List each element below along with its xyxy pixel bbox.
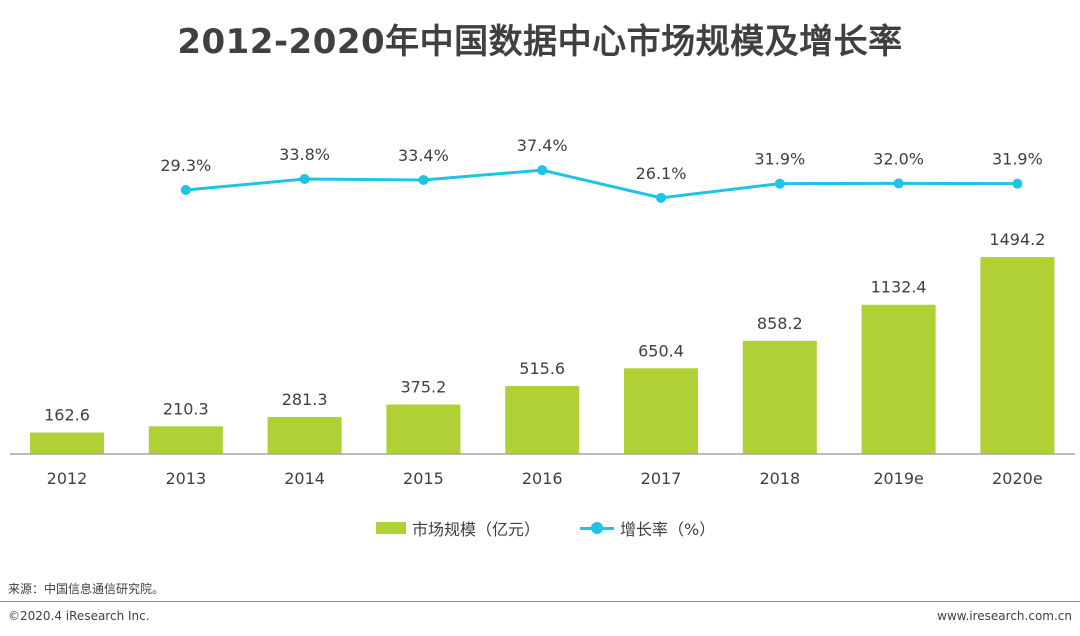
bar-2018 xyxy=(742,340,817,454)
growth-value-label: 31.9% xyxy=(992,150,1043,169)
bar-series xyxy=(30,257,1055,454)
legend-label-growth-rate: 增长率（%） xyxy=(620,520,716,539)
x-tick-label: 2015 xyxy=(403,469,444,488)
growth-value-label: 32.0% xyxy=(873,149,924,168)
source-note: 来源：中国信息通信研究院。 xyxy=(8,582,165,596)
bar-value-label: 162.6 xyxy=(44,406,90,425)
footer-website: www.iresearch.com.cn xyxy=(937,609,1072,623)
footer-divider xyxy=(0,601,1080,602)
x-tick-label: 2016 xyxy=(522,469,563,488)
bar-value-label: 858.2 xyxy=(757,314,803,333)
growth-point-2014 xyxy=(299,174,310,184)
growth-rate-points xyxy=(180,165,1023,203)
x-tick-label: 2019e xyxy=(873,469,924,488)
x-tick-label: 2013 xyxy=(165,469,206,488)
legend-bar-swatch xyxy=(376,522,406,534)
growth-value-label: 33.4% xyxy=(398,146,449,165)
growth-point-2019e xyxy=(893,178,904,189)
bar-value-label: 281.3 xyxy=(282,390,328,409)
x-tick-label: 2014 xyxy=(284,469,325,488)
legend-line-swatch xyxy=(580,522,614,534)
growth-value-label: 29.3% xyxy=(160,156,211,175)
growth-point-2018 xyxy=(774,178,785,189)
bar-2013 xyxy=(148,426,223,454)
x-tick-label: 2017 xyxy=(641,469,682,488)
growth-value-label: 31.9% xyxy=(754,150,805,169)
growth-point-2020e xyxy=(1012,178,1023,189)
growth-point-2016 xyxy=(537,165,548,176)
chart-legend: 市场规模（亿元） 增长率（%） xyxy=(0,516,1080,540)
bar-value-label: 375.2 xyxy=(400,378,446,397)
x-tick-label: 2012 xyxy=(47,469,88,488)
x-tick-label: 2018 xyxy=(759,469,800,488)
bar-value-label: 210.3 xyxy=(163,399,209,418)
growth-value-label: 37.4% xyxy=(517,136,568,155)
legend-label-market-size: 市场规模（亿元） xyxy=(412,520,541,539)
bar-2016 xyxy=(505,386,580,454)
bar-2015 xyxy=(386,404,461,454)
bar-2012 xyxy=(30,432,104,454)
growth-point-2015 xyxy=(418,174,429,185)
chart-title: 2012-2020年中国数据中心市场规模及增长率 xyxy=(177,22,903,62)
growth-point-2013 xyxy=(180,185,191,196)
bar-2017 xyxy=(624,368,698,454)
growth-value-label: 33.8% xyxy=(279,145,330,164)
line-series xyxy=(185,168,1018,200)
bar-value-labels: 162.6 210.3 281.3 375.2 515.6 650.4 858.2 1132.… xyxy=(44,230,1045,425)
bar-value-label: 515.6 xyxy=(519,359,565,378)
x-axis-tick-labels: 2012 2013 2014 2015 2016 2017 2018 2019e 2020e xyxy=(47,469,1043,488)
bar-2020e xyxy=(980,257,1055,454)
legend-item-growth-rate: 增长率（%） xyxy=(580,516,715,540)
footer-copyright: ©2020.4 iResearch Inc. xyxy=(8,609,150,623)
growth-rate-labels: 29.3% 33.8% 33.4% 37.4% 26.1% 31.9% 32.0% 31.9% xyxy=(160,136,1042,183)
legend-item-market-size: 市场规模（亿元） xyxy=(376,516,540,540)
bar-value-label: 650.4 xyxy=(638,341,684,360)
x-tick-label: 2020e xyxy=(992,469,1043,488)
growth-point-2017 xyxy=(656,192,666,203)
bar-2019e xyxy=(861,304,936,454)
bar-value-label: 1494.2 xyxy=(989,230,1045,249)
bar-2014 xyxy=(267,416,342,454)
bar-value-label: 1132.4 xyxy=(871,278,927,297)
growth-value-label: 26.1% xyxy=(636,164,687,183)
growth-rate-line xyxy=(185,168,1018,200)
chart-canvas: 162.6 210.3 281.3 375.2 515.6 650.4 858.2 1132.… xyxy=(10,136,1075,488)
